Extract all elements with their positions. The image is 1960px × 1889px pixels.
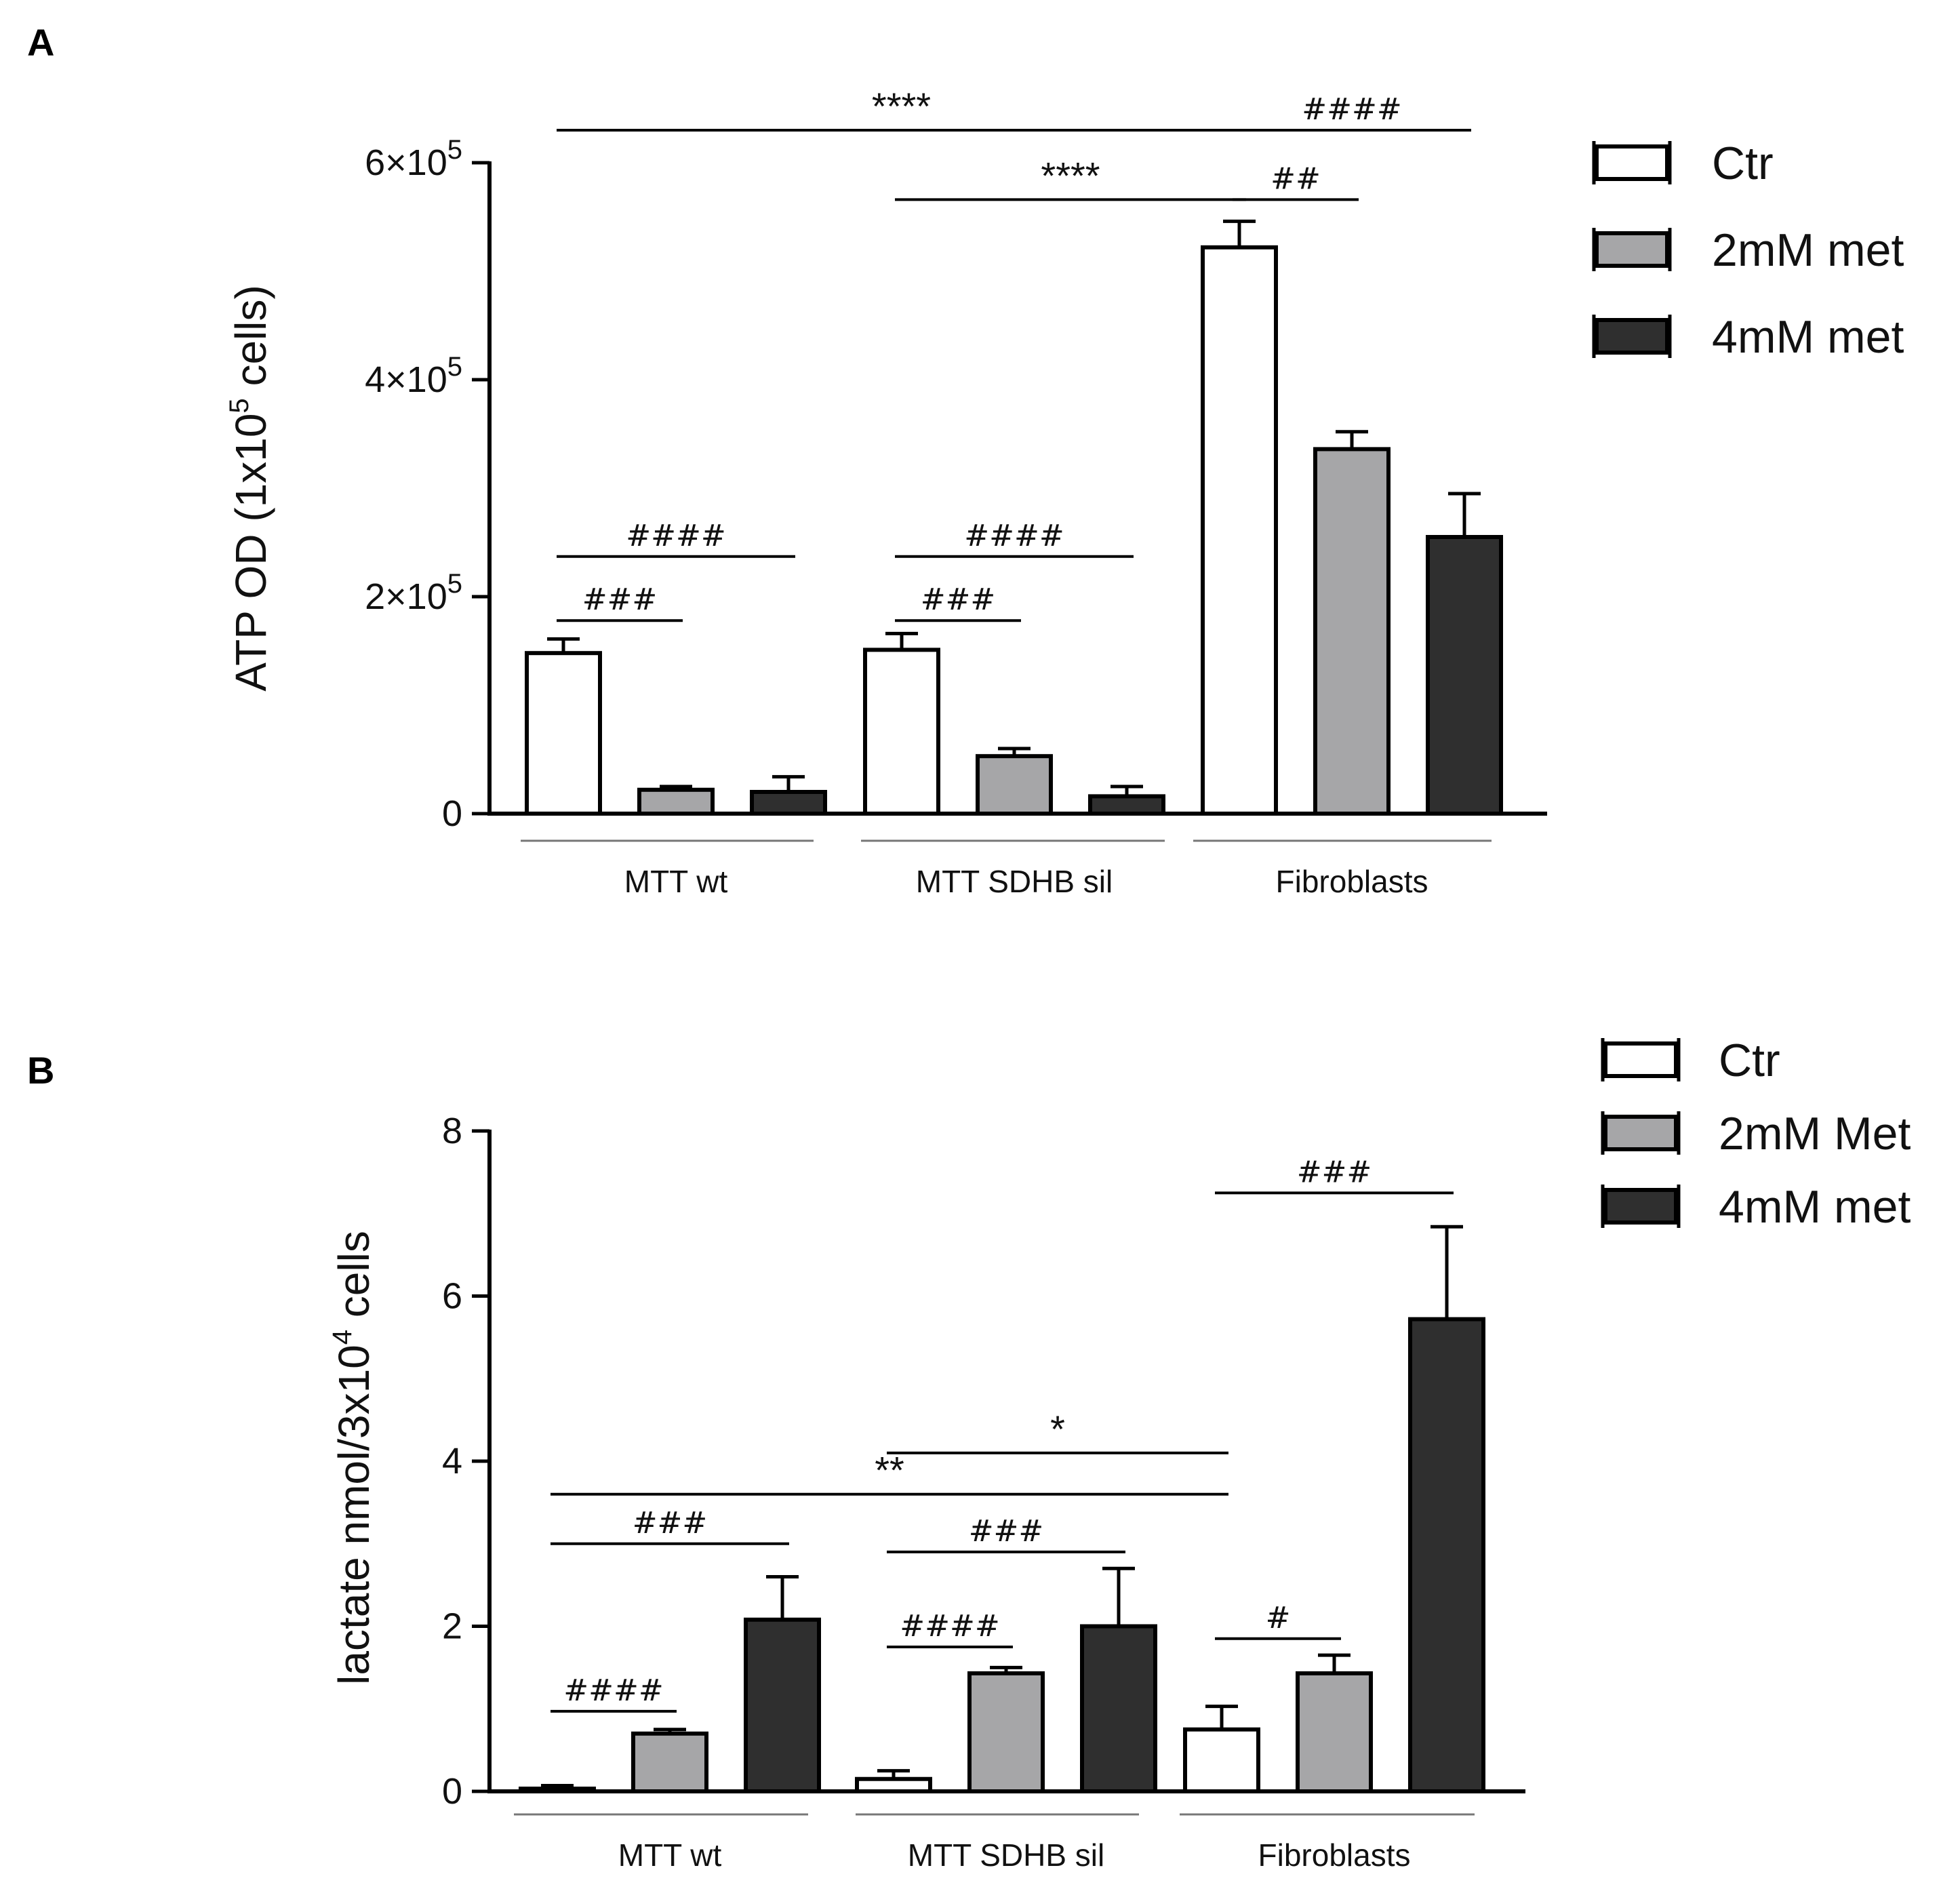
legend-label: Ctr — [1712, 138, 1774, 189]
significance-hashes: #### — [1302, 92, 1401, 127]
y-tick-label: 0 — [442, 793, 462, 834]
bar — [750, 790, 827, 816]
y-tick-label: 6 — [442, 1276, 462, 1317]
group-label: Fibroblasts — [1258, 1837, 1411, 1873]
bar — [967, 1671, 1045, 1793]
significance-hashes: ### — [969, 1514, 1044, 1549]
legend-swatch — [1603, 1115, 1678, 1151]
bar — [1408, 1317, 1485, 1793]
significance-hashes: ## — [1271, 161, 1321, 196]
significance-hashes: #### — [900, 1609, 999, 1644]
significance-stars: **** — [1041, 154, 1100, 197]
y-tick-label: 2 — [442, 1606, 462, 1647]
legend-label: Ctr — [1719, 1035, 1780, 1086]
legend-swatch — [1595, 231, 1669, 268]
significance-hashes: #### — [563, 1673, 663, 1708]
bar — [1426, 535, 1503, 816]
bar — [631, 1731, 708, 1793]
legend-label: 4mM met — [1719, 1181, 1911, 1233]
significance-hashes: #### — [964, 519, 1064, 553]
y-tick-label: 0 — [442, 1771, 462, 1812]
significance-hashes: # — [1266, 1601, 1291, 1635]
significance-hashes: #### — [626, 519, 725, 553]
bar — [1088, 794, 1165, 816]
bar — [637, 787, 715, 816]
panel-letter: A — [27, 21, 54, 64]
bar — [525, 651, 602, 816]
panel-letter: B — [27, 1049, 54, 1092]
bar — [1183, 1727, 1260, 1793]
significance-hashes: ### — [633, 1506, 708, 1540]
group-label: MTT wt — [624, 864, 728, 899]
y-tick-label: 6×105 — [365, 135, 462, 183]
y-axis-title: ATP OD (1x105 cells) — [224, 285, 275, 692]
chart-panel-b: B 0 2 4 6 8 lactate nmol/3x104 cells MTT wt MTT … — [27, 1035, 1911, 1873]
significance-hashes: ### — [582, 582, 658, 617]
bar — [519, 1787, 596, 1793]
y-axis-title: lactate nmol/3x104 cells — [327, 1231, 378, 1685]
bar — [1296, 1671, 1373, 1793]
legend-label: 2mM Met — [1719, 1108, 1911, 1159]
y-tick-label: 8 — [442, 1111, 462, 1151]
legend-label: 2mM met — [1712, 224, 1904, 276]
y-tick-label: 4×105 — [365, 352, 462, 400]
bar — [744, 1617, 821, 1794]
group-label: Fibroblasts — [1276, 864, 1428, 899]
bar — [1080, 1624, 1157, 1793]
legend-label: 4mM met — [1712, 311, 1904, 363]
significance-stars: * — [1050, 1408, 1065, 1450]
bar — [863, 648, 940, 816]
y-tick-label: 2×105 — [365, 569, 462, 617]
y-tick-label: 4 — [442, 1441, 462, 1482]
bar — [976, 754, 1053, 816]
legend-swatch — [1603, 1188, 1678, 1225]
group-label: MTT SDHB sil — [908, 1837, 1105, 1873]
group-label: MTT SDHB sil — [916, 864, 1113, 899]
bar — [1313, 447, 1391, 816]
significance-stars: ** — [875, 1449, 904, 1492]
legend-swatch — [1595, 318, 1669, 355]
significance-hashes: ### — [1297, 1155, 1372, 1189]
legend-swatch — [1603, 1041, 1678, 1078]
legend-swatch — [1595, 144, 1669, 181]
significance-stars: **** — [872, 85, 931, 127]
group-label: MTT wt — [618, 1837, 722, 1873]
significance-hashes: ### — [921, 582, 996, 617]
chart-panel-a: A 0 2×105 4×105 6×105 ATP OD (1x105 cells) MTT… — [27, 21, 1904, 899]
bar — [855, 1776, 932, 1794]
bar — [1201, 245, 1278, 816]
